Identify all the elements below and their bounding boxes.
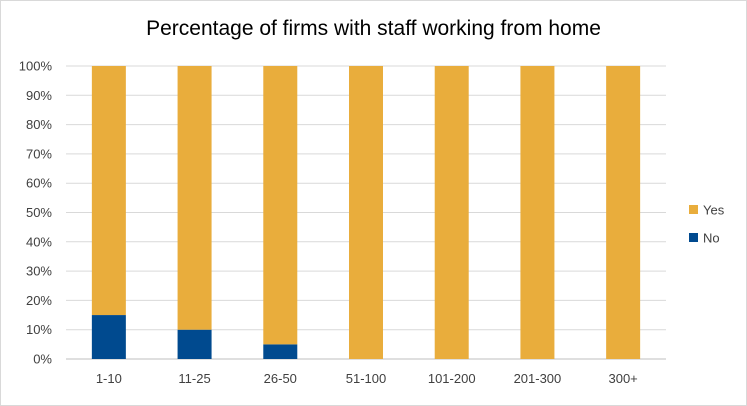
bar-yes	[520, 66, 555, 359]
y-tick-label: 30%	[26, 264, 52, 279]
x-tick-label: 11-25	[178, 371, 210, 386]
legend-swatch-yes	[689, 205, 698, 214]
y-tick-label: 90%	[26, 88, 52, 103]
y-tick-label: 80%	[26, 117, 52, 132]
y-tick-label: 10%	[26, 322, 52, 337]
legend-label-no: No	[703, 231, 720, 246]
y-tick-label: 0%	[33, 352, 52, 367]
x-tick-label: 101-200	[428, 371, 476, 386]
y-tick-label: 70%	[26, 146, 52, 161]
x-tick-label: 300+	[608, 371, 637, 386]
chart-title: Percentage of firms with staff working f…	[146, 17, 601, 40]
bar-no	[263, 344, 298, 359]
x-tick-label: 51-100	[346, 371, 386, 386]
bar-no	[177, 329, 212, 359]
bar-yes	[434, 66, 469, 359]
bar-yes	[349, 66, 383, 359]
x-tick-label: 26-50	[264, 371, 297, 386]
x-tick-label: 1-10	[96, 371, 122, 386]
bar-yes	[263, 66, 298, 345]
bar-yes	[606, 66, 641, 359]
y-tick-label: 60%	[26, 176, 52, 191]
y-tick-label: 100%	[19, 59, 53, 74]
y-tick-label: 40%	[26, 234, 52, 249]
legend-swatch-no	[689, 233, 698, 242]
x-tick-label: 201-300	[514, 371, 562, 386]
y-tick-label: 50%	[26, 205, 52, 220]
legend-label-yes: Yes	[703, 203, 725, 218]
bar-yes	[177, 66, 212, 330]
bar-yes	[91, 66, 126, 316]
y-tick-label: 20%	[26, 293, 52, 308]
bar-no	[91, 315, 126, 359]
